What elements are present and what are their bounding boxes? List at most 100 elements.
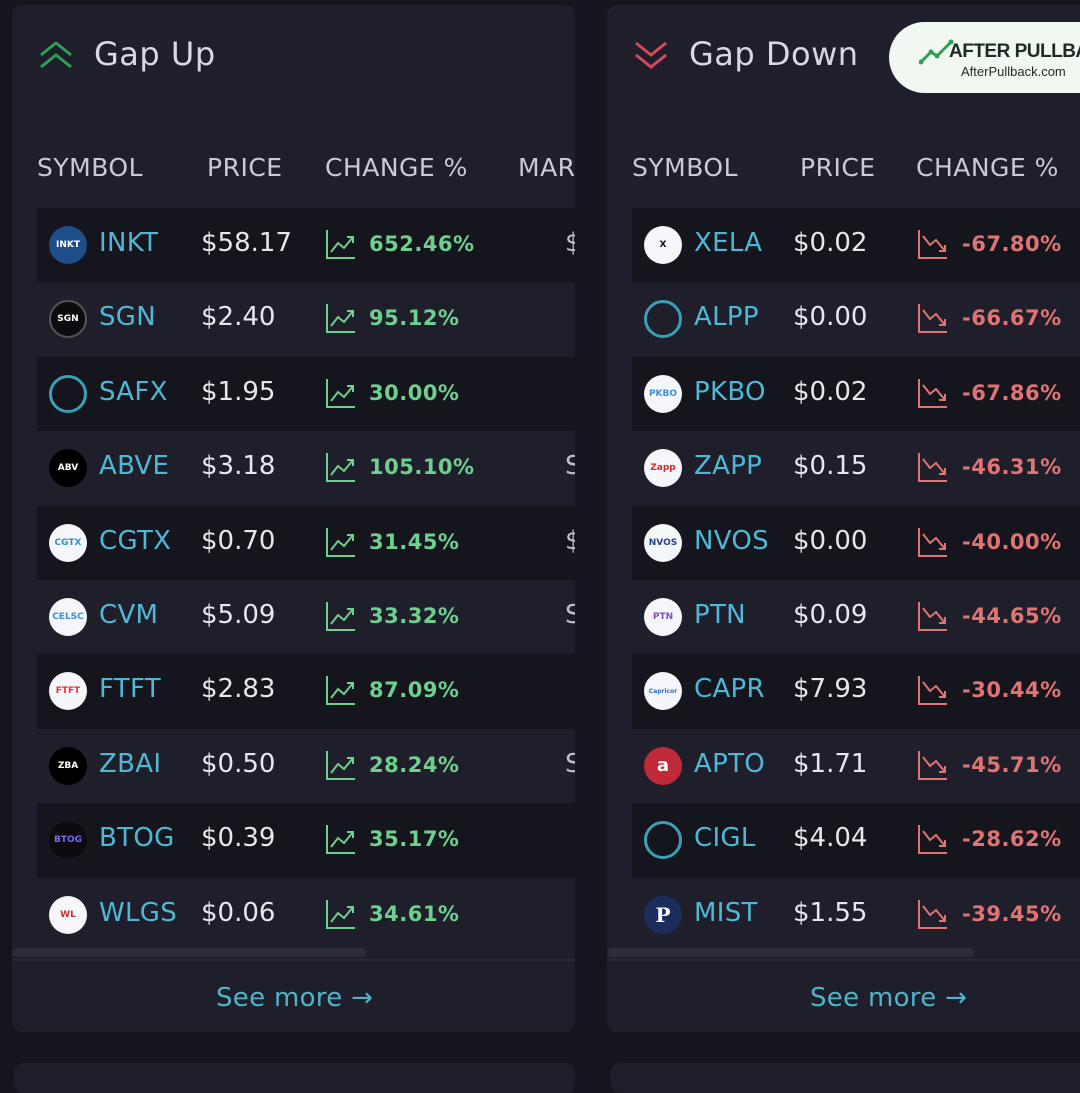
symbol-link[interactable]: BTOG [99,823,175,854]
symbol-link[interactable]: ZBAI [99,748,162,779]
price-cell: $1.95 [201,376,276,407]
trend-up-icon [325,302,357,334]
change-percent-cell: -46.31% [962,455,1062,480]
table-row[interactable]: Capricor CAPR $7.93 -30.44% [632,654,1080,729]
table-row[interactable]: PTN PTN $0.09 -44.65% [632,580,1080,654]
price-cell: $2.40 [201,302,276,333]
trend-up-icon [325,898,357,930]
column-header-symbol[interactable]: SYMBOL [37,153,144,182]
symbol-link[interactable]: ZAPP [694,451,763,482]
symbol-link[interactable]: WLGS [99,897,178,928]
change-percent-cell: 87.09% [369,678,460,703]
symbol-link[interactable]: XELA [694,228,763,258]
symbol-link[interactable]: CIGL [694,823,756,854]
change-percent-cell: -30.44% [962,678,1062,703]
company-logo: SGN [49,300,87,339]
trend-down-icon [917,674,949,706]
company-logo: a [644,746,682,785]
symbol-link[interactable]: CAPR [694,674,765,705]
price-cell: $0.06 [201,897,276,928]
trend-down-icon [917,526,949,558]
trend-up-icon [325,377,357,409]
symbol-link[interactable]: MIST [694,897,758,928]
table-row[interactable]: Zapp ZAPP $0.15 -46.31% [632,431,1080,505]
table-row[interactable]: a APTO $1.71 -45.71% [632,729,1080,803]
symbol-link[interactable]: PTN [694,599,746,630]
gap-up-panel: Gap Up SYMBOL PRICE CHANGE % MAR INKT INK… [12,5,575,1032]
company-logo: WL [49,895,87,934]
trend-down-icon [917,898,949,930]
symbol-link[interactable]: NVOS [694,525,769,556]
company-logo [644,821,682,860]
trend-down-icon [917,823,949,855]
symbol-link[interactable]: FTFT [99,674,161,705]
brand-url: AfterPullback.com [961,64,1066,79]
price-cell: $58.17 [201,228,292,258]
symbol-link[interactable]: ALPP [694,302,759,333]
price-cell: $7.93 [793,674,868,705]
change-percent-cell: 35.17% [369,827,460,852]
price-cell: $4.04 [793,823,868,854]
price-cell: $1.71 [793,748,868,779]
see-more-link[interactable]: See more → [216,983,374,1013]
table-row[interactable]: ALPP $0.00 -66.67% [632,282,1080,356]
horizontal-scrollbar[interactable] [607,948,974,957]
change-percent-cell: -66.67% [962,306,1062,331]
price-cell: $5.09 [201,599,276,630]
company-logo: ABV [49,449,87,488]
next-panel-edge [14,1063,575,1093]
table-row[interactable]: FTFT FTFT $2.83 87.09% [37,654,575,729]
table-row[interactable]: CGTX CGTX $0.70 31.45% $ [37,505,575,580]
symbol-link[interactable]: PKBO [694,376,766,407]
symbol-link[interactable]: INKT [99,228,159,258]
trend-up-icon [325,749,357,781]
symbol-link[interactable]: SAFX [99,376,168,407]
symbol-link[interactable]: APTO [694,748,766,779]
change-percent-cell: -40.00% [962,529,1062,554]
table-row[interactable]: X XELA $0.02 -67.80% [632,208,1080,283]
column-header-change[interactable]: CHANGE % [916,153,1059,182]
gap-down-panel: Gap Down SYMBOL PRICE CHANGE % X XELA $0.0… [607,5,1080,1032]
company-logo: ZBA [49,746,87,785]
change-percent-cell: 105.10% [369,455,475,480]
company-logo: NVOS [644,523,682,562]
table-row[interactable]: ABV ABVE $3.18 105.10% S [37,431,575,505]
table-row[interactable]: CIGL $4.04 -28.62% [632,803,1080,878]
change-percent-cell: 95.12% [369,306,460,331]
table-row[interactable]: BTOG BTOG $0.39 35.17% [37,803,575,878]
table-row[interactable]: INKT INKT $58.17 652.46% $ [37,208,575,283]
change-percent-cell: 34.61% [369,901,460,926]
change-percent-cell: 652.46% [369,232,475,256]
column-header-price[interactable]: PRICE [800,153,876,182]
gap-down-table: X XELA $0.02 -67.80% ALPP $0.00 -66.67% PKBO PKB… [632,208,1080,952]
column-header-price[interactable]: PRICE [207,153,283,182]
symbol-link[interactable]: CGTX [99,525,172,556]
trend-down-icon [917,600,949,632]
change-percent-cell: 33.32% [369,603,460,628]
table-row[interactable]: PKBO PKBO $0.02 -67.86% [632,356,1080,432]
company-logo: CGTX [49,523,87,562]
table-row[interactable]: NVOS NVOS $0.00 -40.00% [632,505,1080,580]
table-row[interactable]: ZBA ZBAI $0.50 28.24% S [37,729,575,803]
market-cap-cell: S [565,451,575,482]
symbol-link[interactable]: SGN [99,302,157,333]
horizontal-scrollbar[interactable] [12,948,366,957]
symbol-link[interactable]: CVM [99,599,159,630]
change-percent-cell: 30.00% [369,380,460,405]
table-row[interactable]: WL WLGS $0.06 34.61% [37,878,575,952]
see-more-link[interactable]: See more → [810,983,968,1013]
brand-logo-badge: AFTER PULLBACK AfterPullback.com [889,22,1080,93]
company-logo: PTN [644,597,682,636]
price-cell: $0.02 [793,376,868,407]
table-row[interactable]: P MIST $1.55 -39.45% [632,878,1080,952]
column-header-change[interactable]: CHANGE % [325,153,468,182]
trend-down-icon [917,228,949,260]
table-row[interactable]: CELSC CVM $5.09 33.32% S [37,580,575,654]
symbol-link[interactable]: ABVE [99,451,170,482]
price-cell: $0.50 [201,748,276,779]
column-header-market-cap[interactable]: MAR [518,153,575,182]
table-row[interactable]: SGN SGN $2.40 95.12% [37,282,575,356]
gap-up-title: Gap Up [94,35,216,73]
table-row[interactable]: SAFX $1.95 30.00% [37,356,575,432]
column-header-symbol[interactable]: SYMBOL [632,153,739,182]
